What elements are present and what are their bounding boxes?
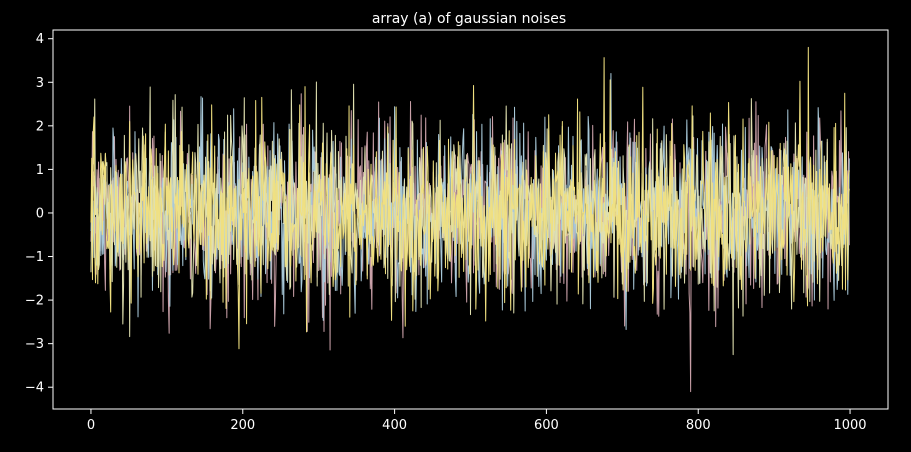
y-tick-label: −2 [25,294,44,309]
y-tick-label: 1 [36,163,44,178]
x-tick-label: 1000 [833,418,866,433]
y-tick-label: −4 [25,381,44,396]
noise-series-4-line [90,46,850,350]
chart-title: array (a) of gaussian noises [372,11,566,27]
x-axis-ticks: 0 200 400 600 800 1000 [87,409,867,433]
y-axis-ticks: 4 3 2 1 0 −1 −2 −3 −4 [25,32,53,396]
series-layer [90,46,850,393]
x-tick-label: 200 [230,418,255,433]
axes-frame [52,29,889,410]
y-tick-label: −1 [25,250,44,265]
y-tick-label: 0 [36,206,44,221]
y-tick-label: 4 [36,32,44,47]
x-tick-label: 400 [382,418,407,433]
x-tick-label: 0 [87,418,95,433]
x-tick-label: 600 [534,418,559,433]
y-tick-label: −3 [25,337,44,352]
x-tick-label: 800 [686,418,711,433]
y-tick-label: 3 [36,76,44,91]
y-tick-label: 2 [36,119,44,134]
